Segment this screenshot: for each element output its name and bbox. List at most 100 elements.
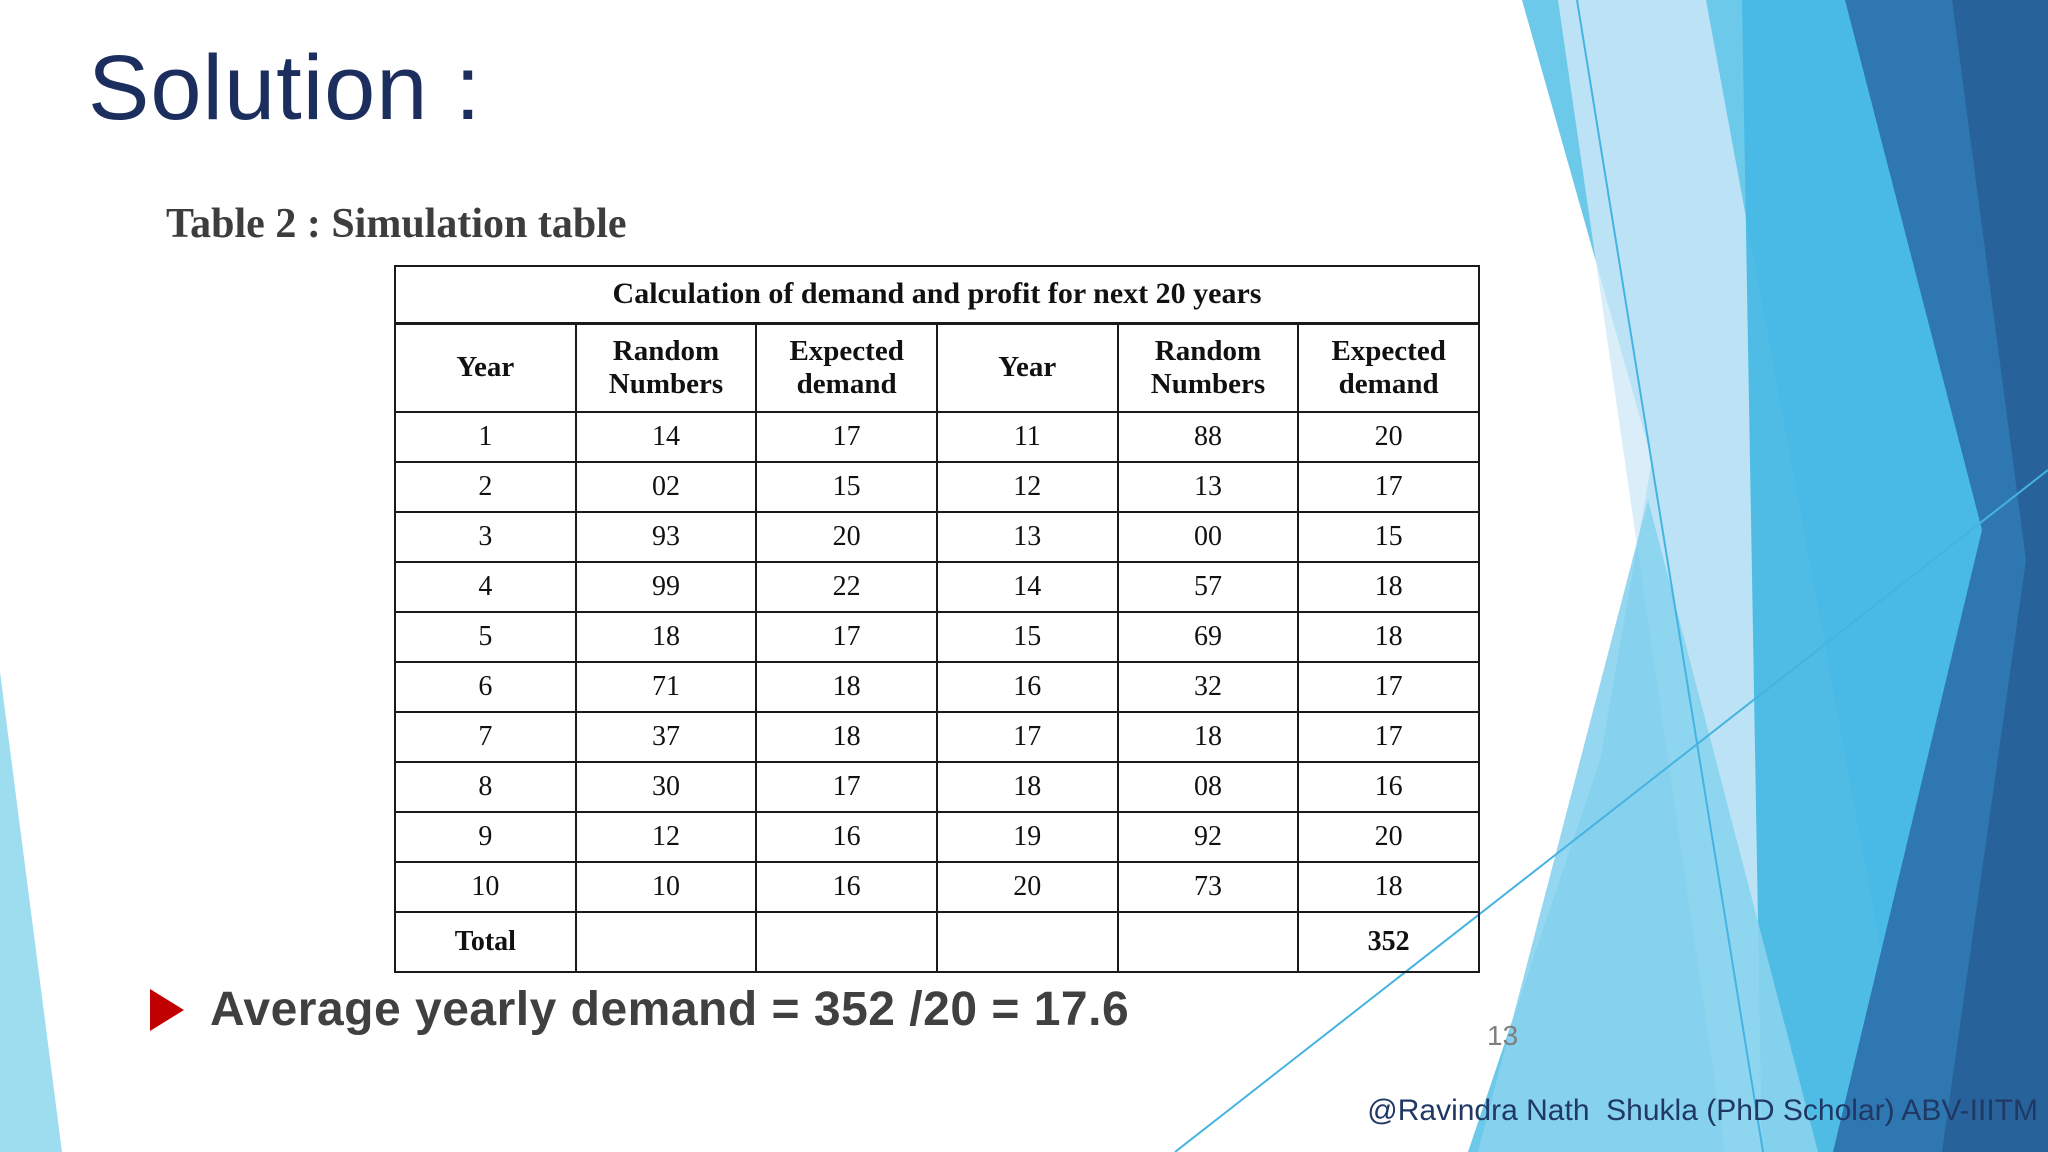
footer-credit: @Ravindra Nath Shukla (PhD Scholar) ABV-… bbox=[1367, 1094, 2038, 1127]
table-cell: 20 bbox=[1297, 811, 1480, 863]
table-cell: 15 bbox=[935, 611, 1119, 663]
column-header: Random Numbers bbox=[1116, 322, 1300, 413]
table-cell: 17 bbox=[755, 411, 938, 463]
table-cell bbox=[935, 911, 1119, 973]
facet-dark-blue bbox=[1942, 0, 2048, 1152]
table-row: Total 352 bbox=[394, 911, 1480, 973]
table-cell: 17 bbox=[935, 711, 1119, 763]
table-cell: 1 bbox=[394, 411, 577, 463]
table-cell: 99 bbox=[574, 561, 758, 613]
table-cell: 11 bbox=[935, 411, 1119, 463]
average-demand-line: Average yearly demand = 352 /20 = 17.6 bbox=[150, 982, 1129, 1037]
table-header-row: Year Random Numbers Expected demand Year Ran… bbox=[394, 322, 1480, 413]
facet-bottom-left-triangle bbox=[0, 672, 62, 1152]
simulation-table: Calculation of demand and profit for nex… bbox=[394, 265, 1480, 973]
table-cell: 9 bbox=[394, 811, 577, 863]
table-cell: 2 bbox=[394, 461, 577, 513]
table-cell: 10 bbox=[574, 861, 758, 913]
column-header: Expected demand bbox=[755, 322, 938, 413]
table-cell: Total bbox=[394, 911, 577, 973]
table-cell: 18 bbox=[1116, 711, 1300, 763]
table-cell: 18 bbox=[1297, 611, 1480, 663]
average-demand-text: Average yearly demand = 352 /20 = 17.6 bbox=[210, 983, 1130, 1036]
column-header: Random Numbers bbox=[574, 322, 758, 413]
table-cell: 22 bbox=[755, 561, 938, 613]
table-cell: 57 bbox=[1116, 561, 1300, 613]
table-title: Calculation of demand and profit for nex… bbox=[394, 265, 1480, 325]
table-cell: 17 bbox=[755, 611, 938, 663]
table-row: 4 99 22 14 57 18 bbox=[394, 561, 1480, 613]
table-caption: Table 2 : Simulation table bbox=[166, 201, 627, 247]
table-row: 6 71 18 16 32 17 bbox=[394, 661, 1480, 713]
table-cell: 6 bbox=[394, 661, 577, 713]
table-cell: 08 bbox=[1116, 761, 1300, 813]
table-row: 7 37 18 17 18 17 bbox=[394, 711, 1480, 763]
table-cell: 32 bbox=[1116, 661, 1300, 713]
table-cell: 17 bbox=[755, 761, 938, 813]
table-cell: 18 bbox=[755, 661, 938, 713]
table-cell: 18 bbox=[1297, 861, 1480, 913]
thin-diagonal-line-vertical bbox=[1576, 0, 1764, 1152]
table-cell: 93 bbox=[574, 511, 758, 563]
table-cell: 16 bbox=[755, 861, 938, 913]
table-row: 9 12 16 19 92 20 bbox=[394, 811, 1480, 863]
column-header: Expected demand bbox=[1297, 322, 1480, 413]
table-cell: 15 bbox=[755, 461, 938, 513]
table-cell: 13 bbox=[1116, 461, 1300, 513]
page-number: 13 bbox=[1487, 1020, 1519, 1051]
table-row: 10 10 16 20 73 18 bbox=[394, 861, 1480, 913]
table-cell: 12 bbox=[935, 461, 1119, 513]
table-cell: 88 bbox=[1116, 411, 1300, 463]
table-cell: 00 bbox=[1116, 511, 1300, 563]
table-cell: 18 bbox=[935, 761, 1119, 813]
table-cell: 16 bbox=[1297, 761, 1480, 813]
table-cell: 20 bbox=[935, 861, 1119, 913]
table-row: 3 93 20 13 00 15 bbox=[394, 511, 1480, 563]
table-cell bbox=[574, 911, 758, 973]
table-cell: 3 bbox=[394, 511, 577, 563]
table-cell: 13 bbox=[935, 511, 1119, 563]
table-cell: 71 bbox=[574, 661, 758, 713]
table-cell: 17 bbox=[1297, 461, 1480, 513]
table-cell: 14 bbox=[935, 561, 1119, 613]
table-cell bbox=[755, 911, 938, 973]
table-row: 8 30 17 18 08 16 bbox=[394, 761, 1480, 813]
table-cell: 18 bbox=[574, 611, 758, 663]
table-cell: 18 bbox=[755, 711, 938, 763]
table-cell: 16 bbox=[935, 661, 1119, 713]
table-cell: 17 bbox=[1297, 661, 1480, 713]
table-cell: 92 bbox=[1116, 811, 1300, 863]
table-cell: 8 bbox=[394, 761, 577, 813]
table-row: 5 18 17 15 69 18 bbox=[394, 611, 1480, 663]
facet-light-bottom-wedge bbox=[1478, 500, 1818, 1152]
page-title: Solution : bbox=[88, 37, 482, 139]
table-cell: 30 bbox=[574, 761, 758, 813]
table-cell: 17 bbox=[1297, 711, 1480, 763]
table-cell: 20 bbox=[1297, 411, 1480, 463]
thin-diagonal-line-cross bbox=[1174, 469, 2048, 1152]
column-header: Year bbox=[935, 322, 1119, 413]
table-cell: 69 bbox=[1116, 611, 1300, 663]
table-cell: 14 bbox=[574, 411, 758, 463]
table-cell: 7 bbox=[394, 711, 577, 763]
table-cell: 20 bbox=[755, 511, 938, 563]
table-cell: 4 bbox=[394, 561, 577, 613]
table-cell: 16 bbox=[755, 811, 938, 863]
table-cell: 37 bbox=[574, 711, 758, 763]
table-cell: 5 bbox=[394, 611, 577, 663]
table-title-row: Calculation of demand and profit for nex… bbox=[394, 265, 1480, 325]
table-cell: 19 bbox=[935, 811, 1119, 863]
table-cell: 02 bbox=[574, 461, 758, 513]
table-row: 1 14 17 11 88 20 bbox=[394, 411, 1480, 463]
table-cell: 15 bbox=[1297, 511, 1480, 563]
right-triangle-bullet-icon bbox=[150, 988, 184, 1031]
table-cell bbox=[1116, 911, 1300, 973]
table-cell: 12 bbox=[574, 811, 758, 863]
table-cell: 18 bbox=[1297, 561, 1480, 613]
table-row: 2 02 15 12 13 17 bbox=[394, 461, 1480, 513]
table-cell: 10 bbox=[394, 861, 577, 913]
table-cell: 73 bbox=[1116, 861, 1300, 913]
column-header: Year bbox=[394, 322, 577, 413]
table-cell: 352 bbox=[1297, 911, 1480, 973]
